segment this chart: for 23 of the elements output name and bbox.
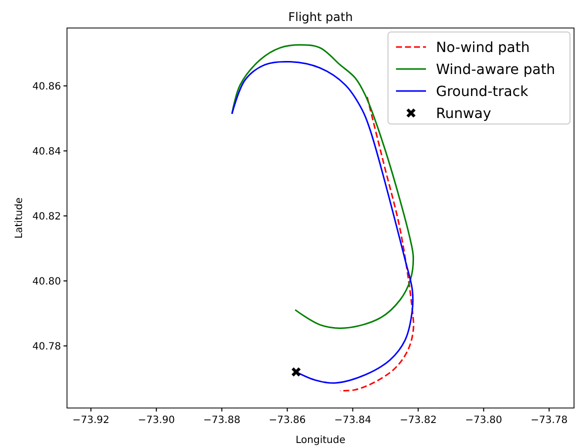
y-axis-title: Latitude: [14, 197, 25, 239]
line-series: [231, 60, 414, 384]
y-tick-label: 40.78: [32, 341, 61, 352]
x-tick-label: −73.92: [72, 415, 110, 426]
x-tick-label: −73.80: [465, 415, 502, 426]
chart-title: Flight path: [288, 10, 353, 24]
x-axis-title: Longitude: [296, 435, 346, 446]
legend-label: Ground-track: [436, 84, 530, 100]
x-tick-label: −73.88: [203, 415, 240, 426]
x-tick-label: −73.82: [400, 415, 437, 426]
y-tick-label: 40.82: [32, 211, 61, 222]
legend-label: Runway: [436, 106, 492, 122]
y-tick-label: 40.86: [32, 81, 61, 92]
x-tick-label: −73.86: [268, 415, 306, 426]
x-tick-label: −73.84: [334, 415, 372, 426]
legend-label: Wind-aware path: [436, 62, 556, 78]
y-tick-label: 40.84: [32, 146, 61, 158]
line-series: [339, 96, 414, 392]
x-tick-label: −73.90: [138, 415, 175, 426]
y-tick-label: 40.80: [32, 276, 61, 288]
x-tick-label: −73.78: [530, 415, 568, 426]
legend-label: No-wind path: [436, 40, 530, 56]
line-series: [231, 44, 414, 329]
